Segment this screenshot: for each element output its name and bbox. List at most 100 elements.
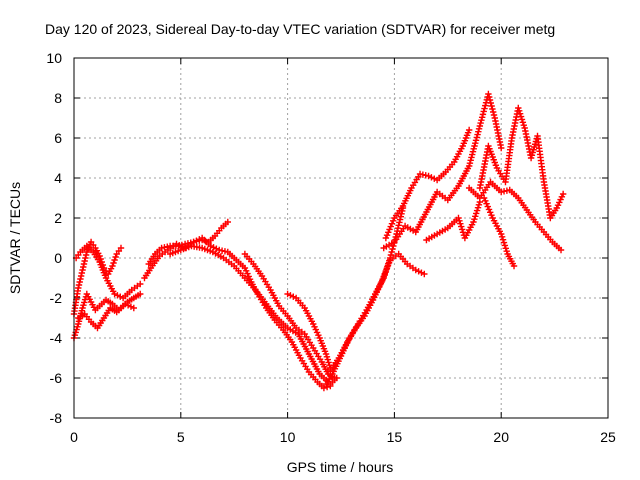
data-point <box>458 226 466 233</box>
data-point <box>112 253 119 261</box>
data-point <box>109 262 116 270</box>
data-point <box>470 218 477 226</box>
y-tick-label: 8 <box>54 90 62 106</box>
data-point <box>471 142 478 150</box>
data-point <box>117 244 125 252</box>
data-point <box>111 290 118 298</box>
data-point <box>418 269 425 276</box>
data-point <box>485 93 493 101</box>
data-point <box>475 201 483 209</box>
y-tick-label: 6 <box>54 130 62 146</box>
data-series <box>166 242 340 388</box>
x-tick-label: 20 <box>493 429 509 445</box>
data-point <box>488 211 495 219</box>
data-point <box>456 217 463 225</box>
data-point <box>482 197 489 205</box>
data-point <box>127 303 135 310</box>
data-series <box>386 250 428 278</box>
data-point <box>122 300 129 308</box>
data-point <box>394 225 402 232</box>
data-point <box>484 203 491 210</box>
data-point <box>465 126 473 134</box>
data-series <box>423 198 484 244</box>
data-point <box>290 293 297 300</box>
data-point <box>472 213 479 220</box>
data-point <box>489 105 496 113</box>
data-point <box>82 254 89 262</box>
data-point <box>388 248 395 256</box>
data-point <box>396 219 403 226</box>
data-series <box>480 194 518 270</box>
data-point <box>388 220 396 227</box>
data-point <box>473 134 480 141</box>
x-tick-label: 15 <box>387 429 403 445</box>
data-point <box>397 213 405 220</box>
data-point <box>110 259 117 267</box>
data-point <box>78 269 86 277</box>
data-point <box>559 190 567 198</box>
data-point <box>389 245 396 253</box>
data-point <box>510 262 518 270</box>
data-point <box>487 99 494 107</box>
data-point <box>503 247 510 255</box>
x-tick-label: 10 <box>280 429 296 445</box>
plot-area <box>70 90 567 392</box>
data-point <box>79 266 86 274</box>
data-point <box>474 131 481 138</box>
data-series <box>75 300 138 332</box>
data-point <box>486 96 494 104</box>
data-point <box>516 107 523 115</box>
data-point <box>501 242 509 249</box>
grid <box>74 58 608 418</box>
data-point <box>516 110 524 117</box>
data-point <box>77 272 85 280</box>
chart-title: Day 120 of 2023, Sidereal Day-to-day VTE… <box>45 21 555 37</box>
data-point <box>80 263 87 271</box>
data-point <box>471 215 478 223</box>
data-point <box>75 284 82 292</box>
data-point <box>489 108 497 116</box>
data-point <box>173 240 180 248</box>
data-series <box>476 104 567 222</box>
x-axis-label: GPS time / hours <box>287 459 394 475</box>
data-point <box>458 223 465 230</box>
data-point <box>193 237 200 244</box>
data-point <box>130 304 138 312</box>
data-point <box>475 125 483 133</box>
x-tick-label: 25 <box>600 429 616 445</box>
data-point <box>480 108 487 115</box>
data-point <box>488 102 495 110</box>
y-tick-label: 4 <box>54 170 62 186</box>
data-point <box>81 257 88 265</box>
data-point <box>395 222 402 229</box>
data-point <box>412 266 419 274</box>
data-point <box>557 246 565 254</box>
data-point <box>382 234 390 242</box>
data-series <box>72 242 144 302</box>
data-point <box>385 229 392 236</box>
data-point <box>467 157 474 164</box>
data-point <box>490 111 498 119</box>
x-tick-label: 0 <box>70 429 78 445</box>
data-point <box>387 223 394 230</box>
data-point <box>473 207 481 214</box>
data-point <box>465 162 473 170</box>
data-point <box>76 278 83 286</box>
data-point <box>457 220 464 227</box>
data-point <box>498 233 506 241</box>
data-point <box>470 145 477 153</box>
data-point <box>481 105 488 112</box>
data-point <box>323 383 331 391</box>
y-tick-label: 0 <box>54 250 62 266</box>
data-point <box>502 245 509 252</box>
data-point <box>137 290 144 298</box>
data-point <box>75 281 83 289</box>
data-point <box>124 302 132 309</box>
data-point <box>483 200 490 207</box>
data-point <box>176 242 183 249</box>
data-point <box>137 280 144 288</box>
data-point <box>320 384 328 392</box>
x-tick-label: 5 <box>177 429 185 445</box>
data-point <box>80 260 88 268</box>
